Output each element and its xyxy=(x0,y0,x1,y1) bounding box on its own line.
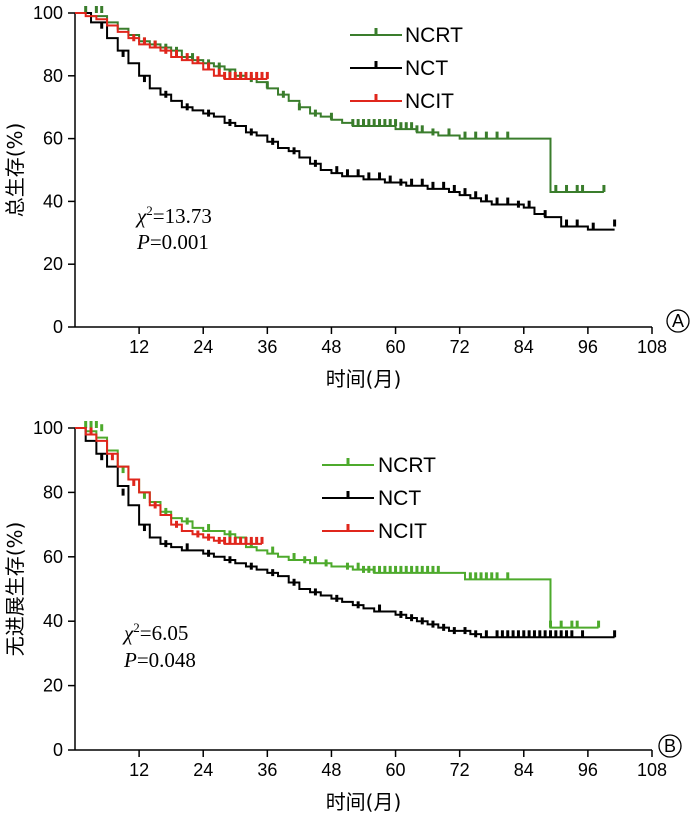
panel-badge-circle xyxy=(666,309,690,333)
y-axis-label: 无进展生存(%) xyxy=(3,522,27,657)
y-tick-label: 100 xyxy=(33,418,63,438)
x-tick-label: 72 xyxy=(450,760,470,780)
y-tick-label: 0 xyxy=(53,317,63,337)
p-value: =0.001 xyxy=(150,230,209,254)
legend-label-ncrt: NCRT xyxy=(378,454,436,477)
x-axis-label: 时间(月) xyxy=(326,367,402,391)
panel-badge-label: A xyxy=(672,311,684,331)
p-symbol: P xyxy=(123,648,137,672)
panel-badge-circle xyxy=(658,734,682,758)
legend: NCRT NCT NCIT xyxy=(350,24,463,113)
chi-square-annotation: χ2=13.73 xyxy=(135,203,212,228)
chi-square-annotation: χ2=6.05 xyxy=(122,620,188,645)
x-tick-label: 84 xyxy=(514,760,534,780)
x-tick-label: 36 xyxy=(257,337,277,357)
x-tick-label: 12 xyxy=(129,760,149,780)
legend: NCRT NCT NCIT xyxy=(322,454,436,543)
series-line-ncrt xyxy=(75,12,604,193)
y-tick-label: 80 xyxy=(43,66,63,86)
y-axis-label: 总生存(%) xyxy=(3,123,27,218)
chi-symbol: χ xyxy=(135,204,147,228)
y-tick-label: 40 xyxy=(43,611,63,631)
y-tick-label: 60 xyxy=(43,547,63,567)
x-tick-label: 24 xyxy=(193,337,213,357)
y-tick-label: 0 xyxy=(53,740,63,760)
x-tick-label: 96 xyxy=(578,337,598,357)
x-tick-label: 48 xyxy=(321,760,341,780)
panel-b-progression-free-survival: 0 20 40 60 80 100 12 24 36 48 60 72 84 96 108 时间(月) 无进展生… xyxy=(3,418,682,814)
panel-badge-label: B xyxy=(664,736,676,756)
legend-label-nct: NCT xyxy=(378,487,421,510)
p-value-annotation: P=0.001 xyxy=(136,230,209,254)
x-tick-label: 84 xyxy=(514,337,534,357)
x-tick-label: 36 xyxy=(257,760,277,780)
y-tick-label: 40 xyxy=(43,191,63,211)
x-tick-label: 60 xyxy=(386,337,406,357)
chi-superscript: 2 xyxy=(146,203,153,218)
chi-superscript: 2 xyxy=(133,620,140,635)
series-line-ncit xyxy=(75,427,262,545)
x-tick-label: 72 xyxy=(450,337,470,357)
p-value: =0.048 xyxy=(137,648,196,672)
chi-value: =6.05 xyxy=(140,621,189,645)
y-tick-label: 60 xyxy=(43,129,63,149)
y-tick-label: 20 xyxy=(43,676,63,696)
y-tick-label: 20 xyxy=(43,254,63,274)
x-tick-label: 96 xyxy=(578,760,598,780)
legend-label-ncit: NCIT xyxy=(378,520,427,543)
y-tick-label: 80 xyxy=(43,482,63,502)
series-line-ncit xyxy=(75,12,268,80)
x-tick-label: 60 xyxy=(386,760,406,780)
series-line-nct xyxy=(75,427,615,639)
chi-symbol: χ xyxy=(122,621,134,645)
y-tick-label: 100 xyxy=(33,3,63,23)
x-tick-label: 48 xyxy=(321,337,341,357)
legend-label-nct: NCT xyxy=(405,57,448,80)
legend-label-ncit: NCIT xyxy=(405,90,454,113)
p-symbol: P xyxy=(136,230,150,254)
legend-label-ncrt: NCRT xyxy=(405,24,463,47)
x-tick-label: 12 xyxy=(129,337,149,357)
p-value-annotation: P=0.048 xyxy=(123,648,196,672)
x-tick-label: 108 xyxy=(637,337,667,357)
x-tick-label: 24 xyxy=(193,760,213,780)
x-tick-label: 108 xyxy=(637,760,667,780)
x-axis-label: 时间(月) xyxy=(326,790,402,814)
chi-value: =13.73 xyxy=(153,204,212,228)
panel-a-overall-survival: 0 20 40 60 80 100 12 24 36 48 60 72 84 96 108 时间(月) 总生存(… xyxy=(3,3,690,391)
